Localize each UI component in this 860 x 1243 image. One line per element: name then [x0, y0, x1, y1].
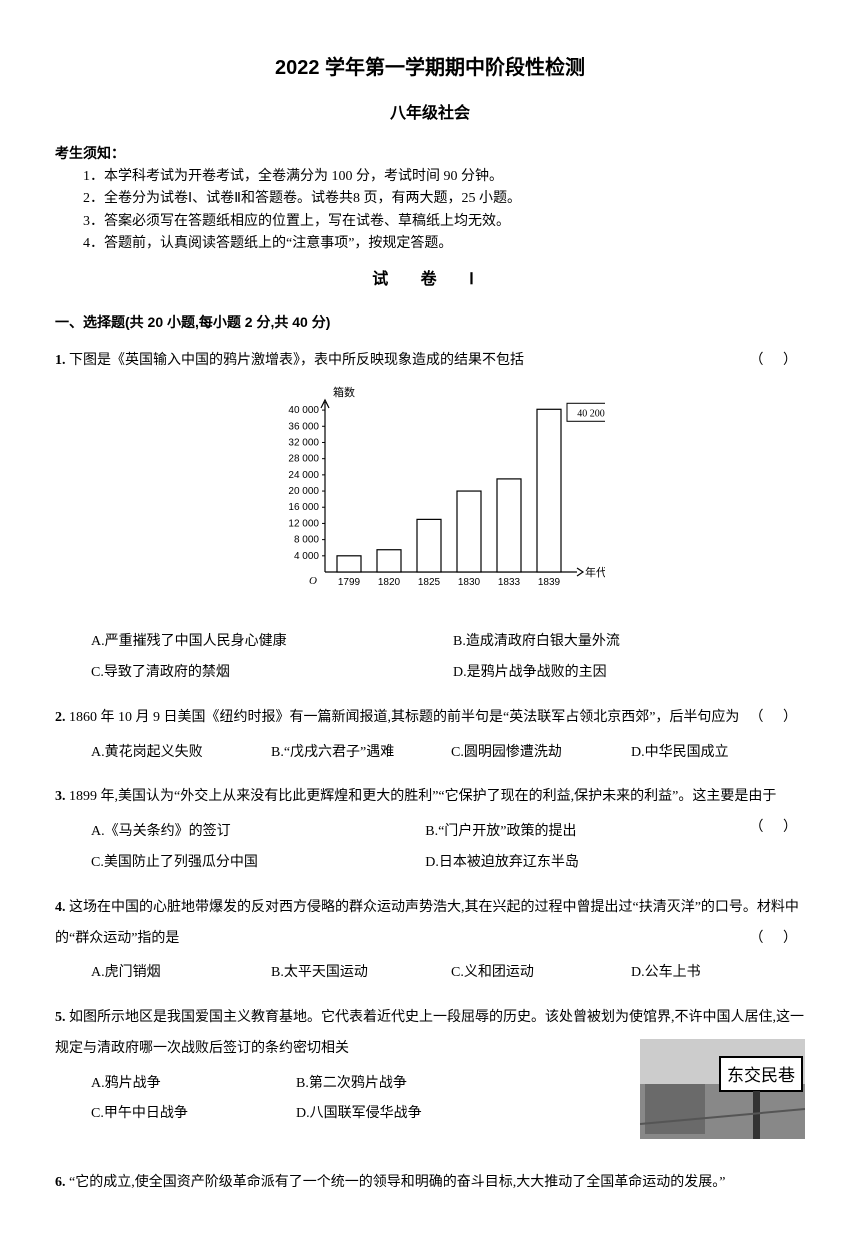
svg-text:1820: 1820	[378, 577, 401, 588]
notice-item: 2．全卷分为试卷Ⅰ、试卷Ⅱ和答题卷。试卷共8 页，有两大题，25 小题。	[83, 188, 805, 210]
question-text: 这场在中国的心脏地带爆发的反对西方侵略的群众运动声势浩大,其在兴起的过程中曾提出…	[55, 900, 799, 946]
question-text: “它的成立,使全国资产阶级革命派有了一个统一的领导和明确的奋斗目标,大大推动了全…	[69, 1175, 725, 1190]
notice-item: 1．本学科考试为开卷考试，全卷满分为 100 分，考试时间 90 分钟。	[83, 166, 805, 188]
question-text: 下图是《英国输入中国的鸦片激增表》，表中所反映现象造成的结果不包括	[69, 353, 524, 368]
notice-item: 3．答案必须写在答题纸相应的位置上，写在试卷、草稿纸上均无效。	[83, 211, 805, 233]
option-d: D.是鸦片战争战败的主因	[453, 658, 805, 689]
option-d: D.公车上书	[631, 958, 805, 989]
svg-text:12 000: 12 000	[288, 519, 319, 530]
option-d: D.中华民国成立	[631, 738, 805, 769]
question-text: 1899 年,美国认为“外交上从来没有比此更辉煌和更大的胜利”“它保护了现在的利…	[69, 789, 776, 804]
svg-text:20 000: 20 000	[288, 486, 319, 497]
option-c: C.圆明园惨遭洗劫	[451, 738, 625, 769]
option-b: B.太平天国运动	[271, 958, 445, 989]
option-b: B.“戊戌六君子”遇难	[271, 738, 445, 769]
option-a: A.《马关条约》的签订	[91, 817, 415, 848]
question-1: 1. 下图是《英国输入中国的鸦片激增表》，表中所反映现象造成的结果不包括 （ ）…	[55, 346, 805, 689]
svg-text:1839: 1839	[538, 577, 561, 588]
option-d: D.八国联军侵华战争	[296, 1099, 491, 1130]
question-options: A.鸦片战争 B.第二次鸦片战争 C.甲午中日战争 D.八国联军侵华战争	[91, 1069, 491, 1131]
page-subtitle: 八年级社会	[55, 100, 805, 129]
svg-text:4 000: 4 000	[294, 551, 319, 562]
option-d: D.日本被迫放弃辽东半岛	[425, 848, 749, 879]
svg-text:28 000: 28 000	[288, 454, 319, 465]
question-number: 6.	[55, 1175, 66, 1190]
option-c: C.义和团运动	[451, 958, 625, 989]
option-c: C.美国防止了列强瓜分中国	[91, 848, 415, 879]
option-b: B.造成清政府白银大量外流	[453, 627, 805, 658]
notice-label: 考生须知：	[55, 141, 805, 166]
svg-text:箱数: 箱数	[333, 385, 355, 399]
q5-photo: 东交民巷	[640, 1039, 805, 1139]
option-a: A.严重摧残了中国人民身心健康	[91, 627, 443, 658]
svg-text:1825: 1825	[418, 577, 441, 588]
question-options: A.《马关条约》的签订 B.“门户开放”政策的提出 C.美国防止了列强瓜分中国 …	[91, 817, 750, 879]
svg-text:年代: 年代	[585, 565, 605, 579]
question-options: A.虎门销烟 B.太平天国运动 C.义和团运动 D.公车上书	[91, 958, 805, 989]
option-a: A.黄花岗起义失败	[91, 738, 265, 769]
notice-list: 1．本学科考试为开卷考试，全卷满分为 100 分，考试时间 90 分钟。 2．全…	[83, 166, 805, 256]
question-text: 1860 年 10 月 9 日美国《纽约时报》有一篇新闻报道,其标题的前半句是“…	[69, 710, 739, 725]
svg-text:1833: 1833	[498, 577, 521, 588]
svg-text:1830: 1830	[458, 577, 481, 588]
question-number: 5.	[55, 1010, 66, 1025]
svg-text:36 000: 36 000	[288, 422, 319, 433]
option-b: B.第二次鸦片战争	[296, 1069, 491, 1100]
question-5: 5. 如图所示地区是我国爱国主义教育基地。它代表着近代史上一段屈辱的历史。该处曾…	[55, 1003, 805, 1130]
page-title: 2022 学年第一学期期中阶段性检测	[55, 50, 805, 86]
paper-section-header: 试 卷 Ⅰ	[55, 266, 805, 295]
q1-chart: 箱数年代 4 000 8 000 12 000 16 000 20 000 24 000 28…	[55, 382, 805, 615]
svg-text:24 000: 24 000	[288, 470, 319, 481]
answer-paren: （ ）	[750, 703, 806, 734]
answer-paren: （ ）	[750, 813, 806, 844]
question-4: 4. 这场在中国的心脏地带爆发的反对西方侵略的群众运动声势浩大,其在兴起的过程中…	[55, 893, 805, 989]
option-b: B.“门户开放”政策的提出	[425, 817, 749, 848]
option-a: A.鸦片战争	[91, 1069, 286, 1100]
question-3: 3. 1899 年,美国认为“外交上从来没有比此更辉煌和更大的胜利”“它保护了现…	[55, 782, 805, 878]
svg-text:8 000: 8 000	[294, 535, 319, 546]
answer-paren: （ ）	[750, 346, 806, 377]
question-options: A.严重摧残了中国人民身心健康 B.造成清政府白银大量外流 C.导致了清政府的禁…	[91, 627, 805, 689]
question-number: 2.	[55, 710, 66, 725]
svg-text:1799: 1799	[338, 577, 361, 588]
question-number: 1.	[55, 353, 66, 368]
option-c: C.导致了清政府的禁烟	[91, 658, 443, 689]
section-header: 一、选择题(共 20 小题,每小题 2 分,共 40 分)	[55, 310, 805, 335]
option-a: A.虎门销烟	[91, 958, 265, 989]
svg-text:16 000: 16 000	[288, 503, 319, 514]
svg-text:40 000: 40 000	[288, 405, 319, 416]
svg-text:东交民巷: 东交民巷	[727, 1066, 795, 1085]
question-number: 4.	[55, 900, 66, 915]
svg-text:32 000: 32 000	[288, 438, 319, 449]
question-6: 6. “它的成立,使全国资产阶级革命派有了一个统一的领导和明确的奋斗目标,大大推…	[55, 1168, 805, 1199]
answer-paren: （ ）	[750, 924, 806, 955]
option-c: C.甲午中日战争	[91, 1099, 286, 1130]
bar-chart-svg: 箱数年代 4 000 8 000 12 000 16 000 20 000 24 000 28…	[255, 382, 605, 602]
notice-item: 4．答题前，认真阅读答题纸上的“注意事项”，按规定答题。	[83, 233, 805, 255]
question-number: 3.	[55, 789, 66, 804]
question-options: A.黄花岗起义失败 B.“戊戌六君子”遇难 C.圆明园惨遭洗劫 D.中华民国成立	[91, 738, 805, 769]
svg-text:40 200箱: 40 200箱	[577, 407, 605, 420]
svg-text:O: O	[309, 575, 317, 587]
question-2: 2. 1860 年 10 月 9 日美国《纽约时报》有一篇新闻报道,其标题的前半…	[55, 703, 805, 769]
